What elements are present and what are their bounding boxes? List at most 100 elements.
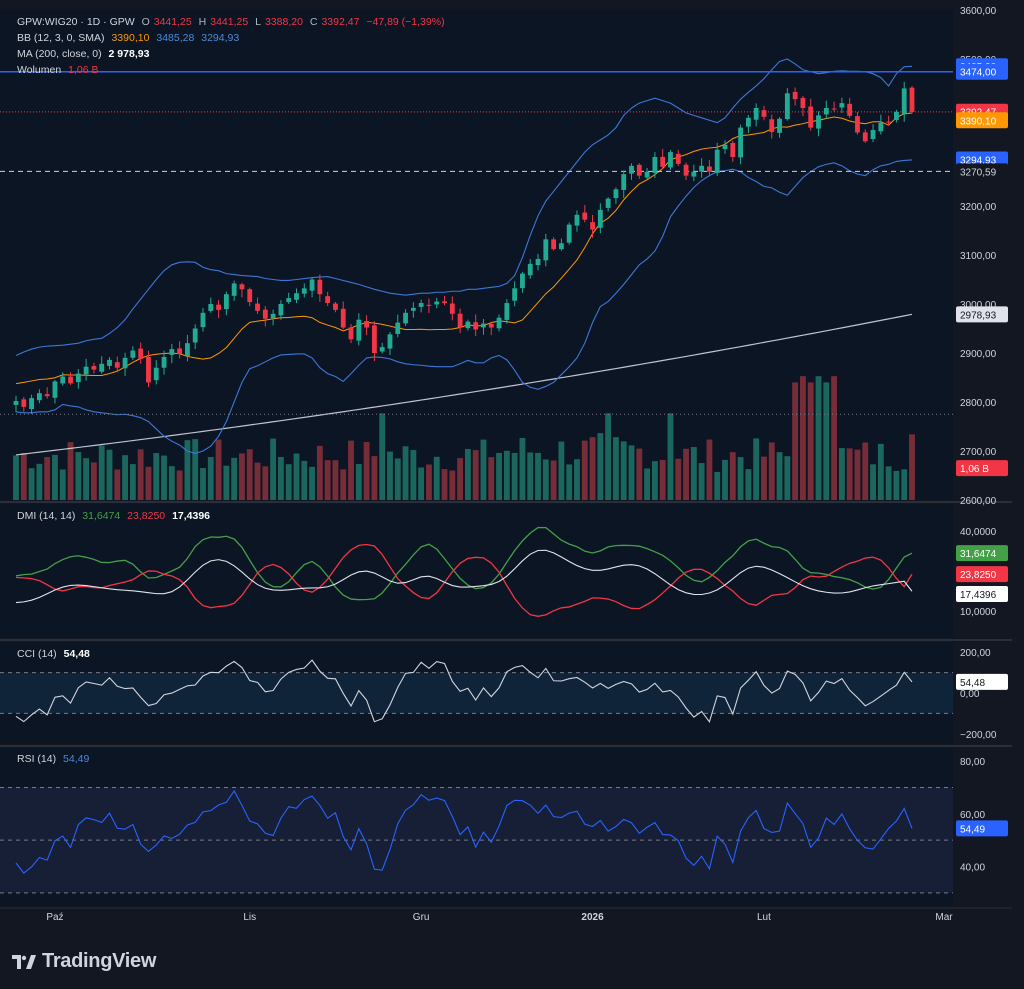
candle [816,115,821,129]
volume-bar [418,467,425,500]
candle [286,298,292,303]
volume-bar [394,458,401,500]
volume-bar [67,442,74,500]
volume-bar [28,468,35,500]
volume-bar [59,469,66,500]
volume-bar [909,434,915,500]
candle [597,209,603,228]
candle [449,303,455,314]
candle [722,144,728,150]
volume-bar [893,470,900,500]
rsi-axis-tick: 80,00 [960,757,985,768]
ma-legend[interactable]: MA (200, close, 0) 2 978,93 [17,48,150,60]
time-axis-tick: Lut [757,912,771,923]
volume-bar [75,452,82,500]
candle [473,322,479,330]
volume-bar [106,449,113,500]
candle [831,108,837,110]
candle [605,198,611,208]
volume-bar [729,452,736,500]
candle [434,301,440,305]
candle [169,349,175,355]
high-value: 3441,25 [210,16,249,28]
volume-bar [683,448,689,500]
candle [574,214,580,226]
price-axis-tick: 2700,00 [960,447,997,458]
dmi-legend[interactable]: DMI (14, 14) 31,6474 23,8250 17,4396 [17,510,211,522]
candle [481,323,486,328]
volume-bar [410,449,417,500]
candle [504,303,510,320]
candle [558,243,564,250]
volume-bar [301,460,308,500]
cci-value: 54,48 [63,648,90,660]
rsi-legend[interactable]: RSI (14) 54,49 [17,753,90,765]
volume-bar [363,442,370,500]
candle [153,367,159,381]
footer [0,930,1024,989]
volume-bar [761,456,767,500]
hline-label: 3474,00 [960,68,997,79]
volume-bar [846,448,853,500]
time-axis-tick: Lis [243,912,256,923]
candle [107,359,112,366]
candle [738,127,744,158]
volume-bar [792,382,799,500]
candle [114,362,120,368]
volume-bar [667,413,674,500]
volume-bar [823,382,830,500]
bb-legend[interactable]: BB (12, 3, 0, SMA) 3390,10 3485,28 3294,… [17,32,240,44]
candle [130,350,136,358]
candle [371,325,377,353]
candle [465,321,471,329]
volume-bar [36,463,43,500]
candle [294,293,299,300]
candle [457,313,463,328]
volume-legend[interactable]: Wolumen 1,06 B [17,64,99,76]
cci-legend[interactable]: CCI (14) 54,48 [17,648,90,660]
volume-bar [745,469,752,500]
adx-label: 17,4396 [960,590,997,601]
tradingview-logo[interactable]: TradingView [12,950,156,973]
volume-bar [558,441,565,500]
volume-bar [426,464,432,500]
candle [239,284,245,290]
candle [278,304,284,316]
tradingview-logo-icon [12,954,36,969]
volume-bar [387,451,393,500]
candle [68,376,73,384]
volume-bar [784,456,791,500]
close-value: 3392,47 [321,16,360,28]
candle [91,366,97,370]
open-value: 3441,25 [153,16,192,28]
candle [862,132,868,142]
plus-di-label-box [956,545,1008,562]
volume-bar [176,470,183,500]
candle [348,327,354,340]
dmi-axis-tick: 40,0000 [960,527,997,538]
candle [75,373,81,383]
candle [878,122,884,132]
volume-bar [706,439,713,500]
candle [707,166,712,172]
volume-bar [98,445,105,500]
candle [551,239,557,250]
candle [745,117,751,127]
dmi-adx-value: 17,4396 [172,510,211,522]
volume-bar [52,454,58,500]
candle [566,224,572,243]
volume-bar [44,457,51,500]
candle [247,289,253,303]
candle [29,398,34,410]
candle [621,174,627,190]
volume-bar [690,447,697,500]
volume-bar [441,469,448,500]
volume-bar [309,466,315,500]
volume-bar [488,457,495,500]
volume-bar [589,437,596,500]
candle [512,288,518,301]
candle [636,164,642,176]
rsi-value: 54,49 [63,753,90,765]
minus-di-line [15,543,913,617]
